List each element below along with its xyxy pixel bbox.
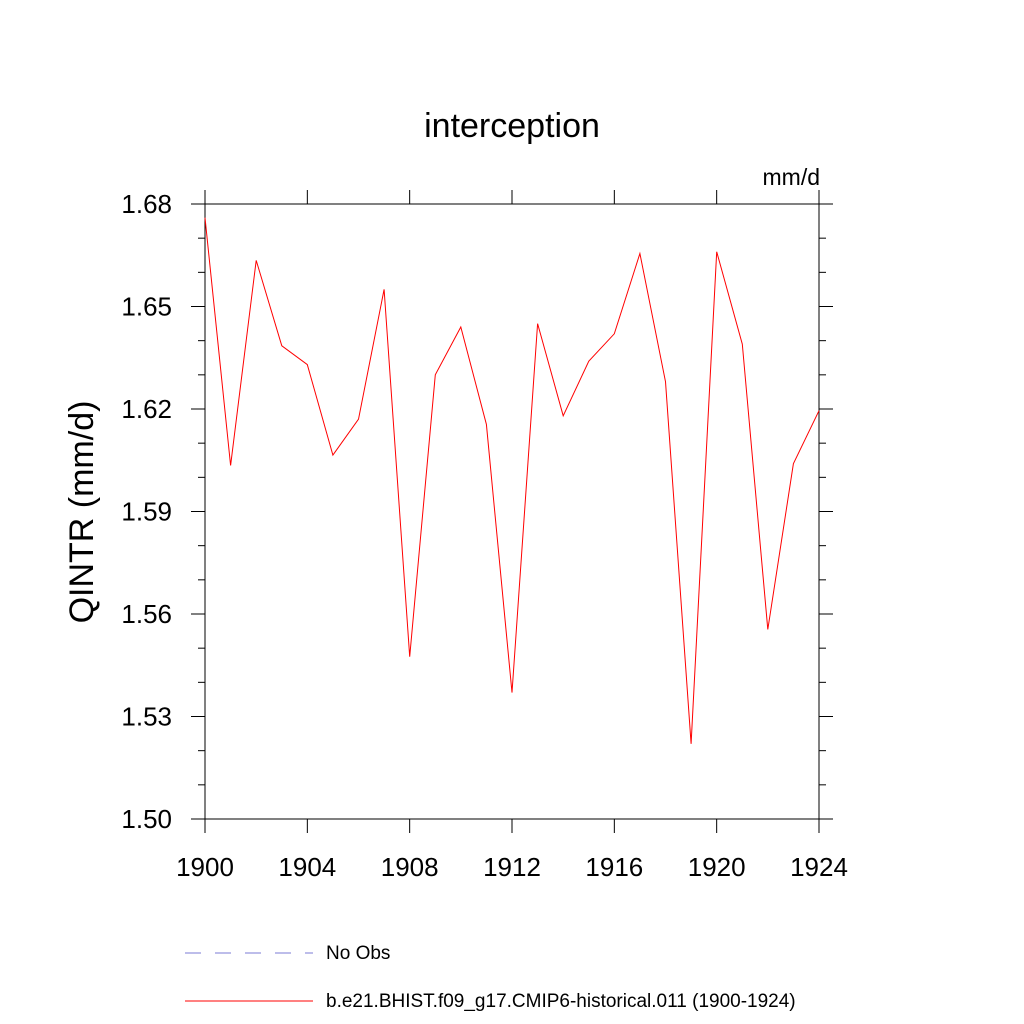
legend-label-model: b.e21.BHIST.f09_g17.CMIP6-historical.011… xyxy=(326,991,796,1012)
legend-label-no-obs: No Obs xyxy=(326,943,390,964)
y-tick-label: 1.62 xyxy=(121,394,172,424)
y-tick-label: 1.56 xyxy=(121,599,172,629)
x-tick-label: 1904 xyxy=(278,852,336,882)
x-tick-label: 1900 xyxy=(176,852,234,882)
plot-frame xyxy=(204,203,820,820)
y-axis-label: QINTR (mm/d) xyxy=(63,401,101,624)
x-tick-label: 1924 xyxy=(790,852,848,882)
axis-ticks: 1900 1904 1908 1912 1916 1920 1924 1.50 1.53 1.56… xyxy=(121,189,848,882)
x-tick-label: 1908 xyxy=(381,852,439,882)
y-tick-label: 1.53 xyxy=(121,702,172,732)
y-tick-label: 1.68 xyxy=(121,189,172,219)
series-line xyxy=(204,217,820,744)
series-layer xyxy=(204,217,820,744)
x-tick-label: 1912 xyxy=(483,852,541,882)
x-tick-label: 1920 xyxy=(688,852,746,882)
y-tick-label: 1.65 xyxy=(121,292,172,322)
legend: No Obs b.e21.BHIST.f09_g17.CMIP6-histori… xyxy=(185,943,796,1012)
x-tick-label: 1916 xyxy=(585,852,643,882)
y-tick-label: 1.50 xyxy=(121,804,172,834)
units-label: mm/d xyxy=(763,164,821,190)
chart-title: interception xyxy=(424,107,600,145)
y-tick-label: 1.59 xyxy=(121,497,172,527)
